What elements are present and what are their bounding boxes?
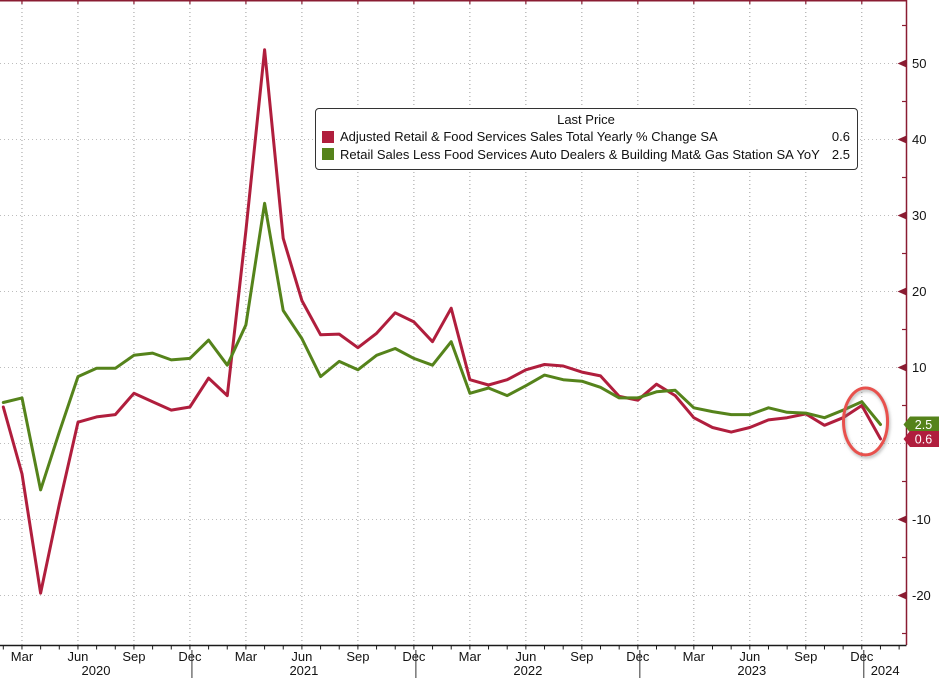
x-tick-label: Mar (11, 649, 34, 664)
x-tick-label: Sep (570, 649, 593, 664)
bottom-axis: Mar Jun Sep Dec Mar Jun Sep Dec Mar Jun Sep Dec Mar J… (0, 645, 907, 678)
retail-sales-yoy-chart: -20 -10 10 20 30 40 50 Mar Jun Sep Dec Mar Jun Sep Dec… (0, 0, 939, 680)
y-tick-arrow (898, 136, 907, 144)
red-last-price-badge: 0.6 (904, 431, 939, 447)
legend: Last Price Adjusted Retail & Food Servic… (315, 108, 858, 170)
year-label: 2021 (289, 663, 318, 678)
legend-row-retail-control: Retail Sales Less Food Services Auto Dea… (322, 146, 850, 164)
x-tick-label: Jun (739, 649, 760, 664)
x-tick-label: Jun (515, 649, 536, 664)
x-tick-label: Dec (626, 649, 650, 664)
gridlines (0, 0, 907, 645)
x-tick-label: Jun (291, 649, 312, 664)
x-tick-label: Sep (346, 649, 369, 664)
x-tick-label: Mar (235, 649, 258, 664)
green-series-label: Retail Sales Less Food Services Auto Dea… (340, 146, 820, 164)
year-label: 2020 (82, 663, 111, 678)
y-tick-label: 50 (912, 56, 926, 71)
x-tick-label: Dec (850, 649, 874, 664)
green-last-price-badge: 2.5 (904, 417, 939, 433)
y-tick-label: -10 (912, 512, 931, 527)
chart-root: -20 -10 10 20 30 40 50 Mar Jun Sep Dec Mar Jun Sep Dec… (0, 0, 939, 680)
red-series-label: Adjusted Retail & Food Services Sales To… (340, 128, 718, 146)
y-tick-arrow (898, 516, 907, 524)
x-tick-label: Mar (683, 649, 706, 664)
y-tick-label: 10 (912, 360, 926, 375)
legend-row-adjusted-retail: Adjusted Retail & Food Services Sales To… (322, 128, 850, 146)
green-series-line (3, 203, 880, 490)
highlight-ellipse-annotation (844, 388, 888, 455)
x-tick-label: Jun (67, 649, 88, 664)
y-tick-label: 40 (912, 132, 926, 147)
y-tick-arrow (898, 288, 907, 296)
green-series-last-price: 2.5 (824, 146, 850, 164)
y-tick-arrow (898, 592, 907, 600)
x-tick-label: Dec (178, 649, 202, 664)
x-tick-label: Dec (402, 649, 426, 664)
year-label: 2022 (513, 663, 542, 678)
legend-title: Last Price (322, 111, 850, 128)
badge-value: 0.6 (915, 432, 932, 446)
red-series-last-price: 0.6 (824, 128, 850, 146)
green-series-swatch (322, 148, 334, 160)
top-axis (0, 0, 907, 4)
red-series-swatch (322, 131, 334, 143)
y-tick-label: 20 (912, 284, 926, 299)
y-tick-label: 30 (912, 208, 926, 223)
year-label: 2024 (871, 663, 900, 678)
y-tick-arrow (898, 60, 907, 68)
x-tick-label: Sep (794, 649, 817, 664)
y-tick-arrow (898, 364, 907, 372)
x-tick-label: Mar (459, 649, 482, 664)
badge-value: 2.5 (915, 418, 932, 432)
x-tick-label: Sep (122, 649, 145, 664)
year-label: 2023 (737, 663, 766, 678)
right-axis: -20 -10 10 20 30 40 50 (898, 0, 931, 645)
y-tick-arrow (898, 212, 907, 220)
y-tick-label: -20 (912, 588, 931, 603)
